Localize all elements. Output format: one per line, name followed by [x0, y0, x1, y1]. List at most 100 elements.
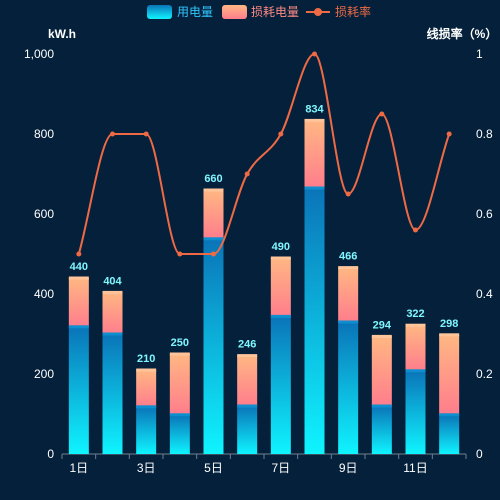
- bar-loss: [338, 267, 359, 322]
- bar-usage: [237, 406, 258, 454]
- bar-usage-cap: [68, 325, 89, 329]
- bar-loss: [68, 278, 89, 327]
- legend-label-usage: 用电量: [177, 5, 213, 19]
- y-left-tick-label: 800: [34, 127, 54, 141]
- bar-usage-cap: [304, 186, 325, 190]
- legend-swatch-loss: [222, 5, 247, 19]
- bar-usage-cap: [439, 413, 460, 417]
- bar-loss-cap: [304, 118, 325, 122]
- y-axis-left: 0 200 400 600 800 1,000: [24, 47, 54, 461]
- bar-loss-cap: [203, 188, 224, 192]
- loss-rate-point: [278, 131, 284, 137]
- loss-rate-series: [76, 51, 452, 257]
- legend-item-rate[interactable]: 损耗率: [306, 4, 371, 19]
- bar-total-label: 440: [70, 261, 88, 273]
- x-tick-label: 7日: [271, 461, 290, 475]
- bar-loss: [203, 190, 224, 239]
- loss-rate-line: [77, 52, 451, 255]
- bar-usage: [169, 414, 190, 454]
- y-left-tick-label: 600: [34, 207, 54, 221]
- bar-total-label: 404: [103, 275, 122, 287]
- loss-rate-point: [177, 251, 183, 257]
- loss-rate-point: [446, 131, 452, 137]
- bar-loss-cap: [237, 354, 258, 358]
- legend-item-loss[interactable]: 损耗电量: [222, 5, 299, 19]
- bar-usage: [338, 322, 359, 454]
- x-axis: 1日 3日 5日 7日 9日 11日: [61, 454, 467, 475]
- y-right-tick-label: 1: [476, 47, 483, 61]
- bar-usage: [439, 414, 460, 454]
- bar-loss-cap: [405, 323, 426, 327]
- loss-rate-point: [211, 251, 216, 257]
- x-tick-label: 9日: [339, 461, 358, 475]
- bar-usage-cap: [203, 237, 224, 241]
- x-tick-label: 1日: [69, 461, 88, 475]
- bar-total-label: 466: [339, 251, 357, 263]
- bar-loss-cap: [169, 352, 190, 356]
- legend-dot-rate: [314, 8, 322, 16]
- bar-loss-cap: [270, 256, 291, 260]
- bar-total-label: 490: [272, 241, 290, 253]
- legend-item-usage[interactable]: 用电量: [147, 5, 213, 19]
- y-axis-left-title: kW.h: [48, 27, 76, 41]
- bar-total-labels: 440 404 210 250 660 246 490 834 466 294 322 298: [70, 103, 459, 365]
- bar-loss: [237, 355, 258, 406]
- y-left-tick-label: 400: [34, 287, 54, 301]
- loss-rate-point: [244, 171, 250, 177]
- bar-usage: [102, 334, 123, 454]
- legend-label-loss: 损耗电量: [251, 5, 299, 19]
- bar-usage: [270, 316, 291, 454]
- bar-usage: [405, 370, 426, 454]
- x-tick-label: 3日: [137, 461, 156, 475]
- bar-usage-cap: [338, 320, 359, 324]
- y-right-tick-label: 0.6: [476, 207, 493, 221]
- legend-swatch-usage: [147, 5, 172, 19]
- x-tick-label: 11日: [403, 461, 427, 475]
- bar-total-label: 210: [137, 353, 155, 365]
- bar-loss-cap: [371, 334, 392, 338]
- bar-usage: [203, 238, 224, 454]
- bar-loss: [371, 336, 392, 406]
- loss-rate-point: [76, 251, 82, 257]
- bar-total-label: 322: [406, 308, 424, 320]
- x-tick-label: 5日: [204, 461, 223, 475]
- loss-rate-point: [345, 191, 351, 197]
- y-right-tick-label: 0.2: [476, 367, 493, 381]
- loss-rate-point: [110, 131, 115, 137]
- bar-loss: [304, 120, 325, 188]
- bar-usage: [68, 326, 89, 454]
- bar-loss: [169, 354, 190, 415]
- bar-loss: [136, 370, 157, 407]
- y-right-tick-label: 0.4: [476, 287, 493, 301]
- bar-usage-cap: [136, 405, 157, 409]
- bar-usage: [304, 188, 325, 454]
- bar-total-label: 298: [440, 318, 458, 330]
- bar-usage-cap: [237, 404, 258, 408]
- y-left-tick-label: 200: [34, 367, 54, 381]
- loss-rate-point: [143, 131, 149, 137]
- bar-loss: [439, 334, 460, 415]
- bar-series: [68, 118, 460, 454]
- bar-total-label: 834: [305, 103, 324, 115]
- bar-usage-cap: [371, 404, 392, 408]
- bar-loss-cap: [68, 276, 89, 280]
- y-left-tick-label: 0: [47, 447, 54, 461]
- y-right-tick-label: 0.8: [476, 127, 493, 141]
- bar-loss: [405, 325, 426, 371]
- bar-loss: [270, 258, 291, 317]
- bar-total-label: 246: [238, 339, 256, 351]
- loss-rate-point: [413, 227, 418, 233]
- y-right-tick-label: 0: [476, 447, 483, 461]
- bar-loss-cap: [102, 290, 123, 294]
- bar-loss: [102, 292, 123, 334]
- bar-usage-cap: [405, 369, 426, 373]
- bar-usage-cap: [102, 332, 123, 336]
- legend-label-rate: 损耗率: [335, 4, 371, 19]
- bar-loss-cap: [136, 368, 157, 372]
- y-left-tick-label: 1,000: [24, 47, 54, 61]
- loss-rate-point: [379, 111, 385, 117]
- bar-loss-cap: [439, 333, 460, 337]
- legend[interactable]: 用电量 损耗电量 损耗率: [147, 4, 371, 19]
